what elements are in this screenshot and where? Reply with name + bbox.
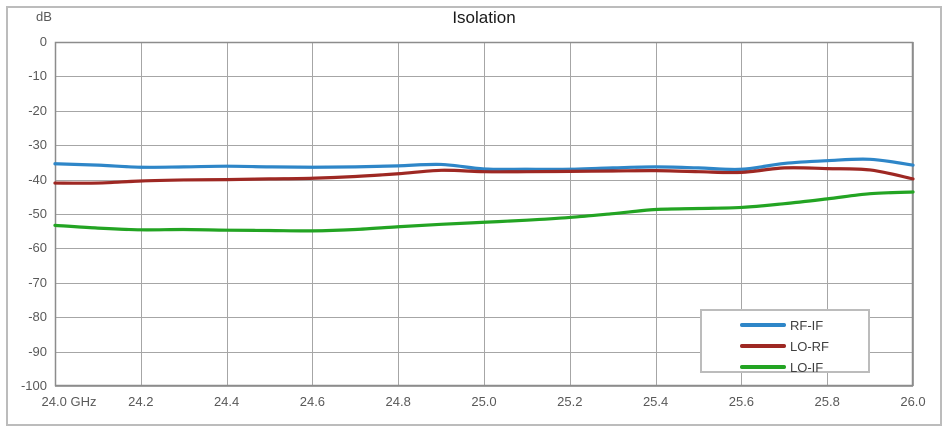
legend: RF-IF LO-RF LO-IF	[700, 309, 870, 376]
x-tick-label: 26.0	[900, 394, 926, 409]
legend-item-rf-if: RF-IF	[740, 316, 868, 334]
y-tick-label: -100	[20, 378, 47, 393]
y-axis-unit-label: dB	[36, 9, 52, 24]
x-tick-label: 25.6	[728, 394, 755, 409]
legend-line-sample-lo-rf	[740, 344, 786, 348]
x-tick-label: 25.0	[471, 394, 497, 409]
legend-item-lo-if: LO-IF	[740, 358, 868, 376]
x-tick-label: 24.8	[385, 394, 411, 409]
x-tick-label: 24.0 GHz	[41, 394, 97, 409]
y-tick-label: -10	[28, 68, 47, 84]
plot-border	[54, 41, 914, 387]
legend-label-lo-rf: LO-RF	[790, 338, 829, 354]
x-tick-label: 24.2	[128, 394, 154, 409]
x-tick-label: 25.2	[557, 394, 583, 409]
series-line-lo-rf	[53, 166, 915, 185]
y-tick-label: -40	[28, 171, 47, 187]
series-line-rf-if	[53, 157, 915, 172]
legend-label-rf-if: RF-IF	[790, 317, 824, 333]
chart-title: Isolation	[452, 8, 516, 27]
y-tick-label: -60	[28, 240, 47, 256]
x-tick-label: 25.4	[642, 394, 669, 409]
series-line-lo-if	[53, 190, 915, 233]
y-tick-label: -70	[28, 274, 47, 290]
y-tick-label: -30	[28, 137, 47, 153]
plot-canvas	[53, 41, 915, 387]
plot-area	[53, 41, 915, 387]
y-tick-label: -90	[28, 343, 47, 359]
x-tick-label: 24.4	[213, 394, 240, 409]
legend-line-sample-lo-if	[740, 365, 786, 369]
y-tick-label: -50	[28, 206, 47, 221]
x-tick-label: 24.6	[299, 394, 326, 409]
y-tick-label: -20	[28, 102, 47, 118]
legend-item-lo-rf: LO-RF	[740, 337, 868, 355]
x-tick-label: 25.8	[814, 394, 840, 409]
y-tick-label: -80	[28, 309, 47, 325]
legend-line-sample-rf-if	[740, 323, 786, 327]
y-tick-label: 0	[39, 34, 47, 49]
legend-label-lo-if: LO-IF	[790, 359, 824, 375]
